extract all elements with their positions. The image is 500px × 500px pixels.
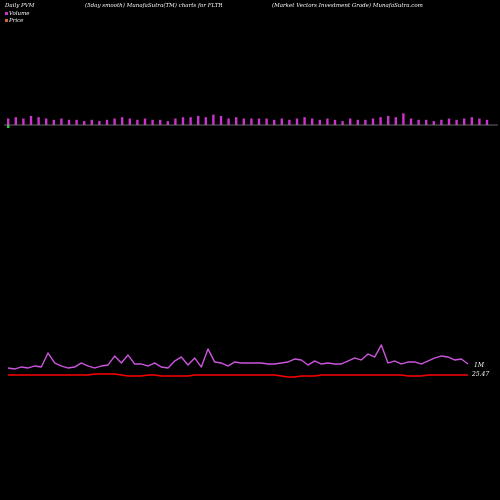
volume-bar (52, 119, 55, 125)
volume-bar (273, 119, 276, 125)
volume-bar (379, 117, 382, 125)
volume-bar (318, 119, 321, 125)
volume-bar (235, 117, 238, 125)
volume-bar (128, 118, 131, 125)
volume-bar (136, 119, 139, 125)
volume-bar (22, 118, 25, 125)
volume-bar (425, 119, 428, 125)
annotation-volume-label: 1M (474, 362, 485, 369)
volume-bar (83, 121, 86, 125)
price-lines (7, 344, 469, 378)
volume-bar (242, 118, 245, 125)
volume-bar (470, 117, 473, 125)
volume-bar-down (7, 125, 10, 128)
pvm-line (7, 344, 469, 370)
volume-bar (463, 118, 466, 125)
volume-bar (151, 119, 154, 125)
price-swatch-icon (5, 19, 8, 22)
volume-bar (143, 118, 147, 125)
volume-bar (7, 118, 10, 125)
volume-bars (7, 113, 489, 128)
legend-label: Volume (9, 11, 30, 17)
volume-bar (159, 119, 162, 125)
volume-bar (341, 121, 344, 125)
volume-bar (45, 118, 48, 125)
volume-bar (250, 118, 253, 125)
volume-bar (166, 121, 169, 125)
volume-bar (356, 119, 359, 125)
volume-bar (417, 119, 420, 125)
volume-bar (288, 119, 291, 125)
volume-bar (371, 118, 375, 125)
volume-bar (485, 119, 489, 125)
volume-bar (90, 119, 93, 125)
volume-bar (478, 118, 481, 125)
volume-bar (105, 119, 109, 125)
volume-bar (121, 117, 124, 125)
volume-bar (455, 119, 458, 125)
volume-bar (333, 119, 337, 125)
volume-swatch-icon (5, 12, 8, 15)
volume-bar (14, 117, 17, 125)
volume-bar (432, 121, 435, 125)
chart-header-right: (Market Vectors Investment Grade) Munafa… (272, 3, 423, 9)
volume-bar (189, 117, 192, 125)
volume-bar (212, 114, 215, 125)
volume-bar (60, 118, 63, 125)
volume-bar (257, 118, 261, 125)
volume-bar (295, 118, 299, 125)
volume-bar (98, 121, 101, 125)
volume-bar (387, 115, 390, 125)
volume-bar (303, 117, 306, 125)
volume-bar (37, 117, 40, 125)
volume-bar (326, 118, 329, 125)
volume-bar (311, 118, 314, 125)
chart-header-left: Daily PVM (5, 3, 35, 9)
volume-bar (113, 118, 116, 125)
volume-bar (75, 119, 78, 125)
volume-bar (447, 118, 451, 125)
legend-item-price: Price (5, 18, 23, 24)
volume-bar (29, 115, 33, 125)
volume-bar (280, 118, 283, 125)
volume-bar (402, 113, 405, 125)
volume-bar (364, 119, 367, 125)
chart-header-center: (5day smooth) MunafaSutra(TM) charts for… (85, 3, 223, 9)
volume-bar (394, 117, 397, 125)
volume-bar (265, 118, 268, 125)
legend-item-volume: Volume (5, 11, 30, 17)
legend-label: Price (9, 18, 24, 24)
volume-bar (197, 115, 200, 125)
volume-bar (409, 118, 413, 125)
volume-bar (174, 118, 177, 125)
volume-bar (181, 117, 185, 125)
price-line-red (8, 373, 468, 378)
annotation-price-label: 25.47 (471, 371, 489, 378)
volume-bar (219, 115, 223, 125)
volume-bar (67, 119, 71, 125)
volume-bar (204, 117, 207, 125)
volume-bar (349, 118, 352, 125)
volume-bar (440, 119, 443, 125)
volume-bar (227, 118, 230, 125)
